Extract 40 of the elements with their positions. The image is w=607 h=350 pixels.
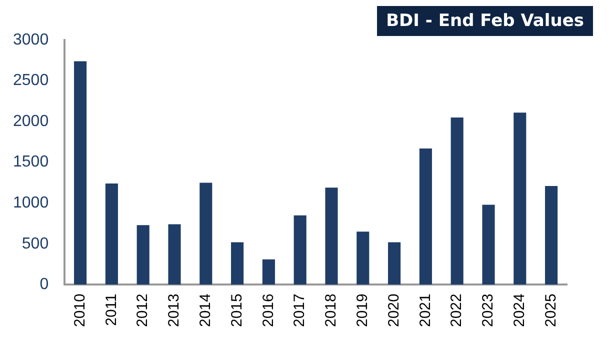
x-tick-label: 2025 xyxy=(542,294,560,328)
x-tick-label: 2021 xyxy=(416,294,434,328)
x-tick-label: 2010 xyxy=(71,294,88,328)
bar xyxy=(388,242,401,285)
y-tick-label: 1000 xyxy=(13,194,49,212)
y-tick-label: 2000 xyxy=(13,112,49,130)
x-tick-label: 2018 xyxy=(322,294,340,328)
x-tick-label: 2023 xyxy=(480,294,497,328)
bar xyxy=(136,225,150,285)
bar xyxy=(419,148,432,285)
x-tick-label: 2024 xyxy=(511,294,528,328)
bar xyxy=(262,259,275,285)
bar xyxy=(231,242,244,285)
bar xyxy=(482,204,495,285)
bar xyxy=(200,182,212,285)
x-tick-label: 2022 xyxy=(448,294,466,328)
bar xyxy=(325,188,338,285)
x-tick-label: 2012 xyxy=(134,294,152,328)
bar xyxy=(294,215,306,285)
x-tick-label: 2015 xyxy=(228,294,246,328)
bar xyxy=(450,117,464,285)
x-tick-label: 2019 xyxy=(354,294,372,328)
y-tick-label: 1500 xyxy=(13,154,49,171)
y-tick-label: 2500 xyxy=(13,72,49,90)
x-tick-label: 2013 xyxy=(166,294,183,328)
x-tick-label: 2017 xyxy=(291,294,308,328)
x-tick-label: 2011 xyxy=(102,294,120,326)
bar xyxy=(74,61,87,285)
bar xyxy=(545,186,558,285)
bar xyxy=(356,232,370,285)
chart-title: BDI - End Feb Values xyxy=(377,6,593,36)
y-tick-label: 3000 xyxy=(13,31,49,48)
bar xyxy=(514,112,526,285)
y-tick-label: 500 xyxy=(22,235,49,252)
y-tick-label: 0 xyxy=(40,276,49,294)
bar xyxy=(105,184,118,285)
x-tick-label: 2014 xyxy=(197,294,214,328)
x-tick-label: 2016 xyxy=(260,294,277,328)
x-tick-label: 2020 xyxy=(385,294,402,328)
bar xyxy=(168,224,181,285)
